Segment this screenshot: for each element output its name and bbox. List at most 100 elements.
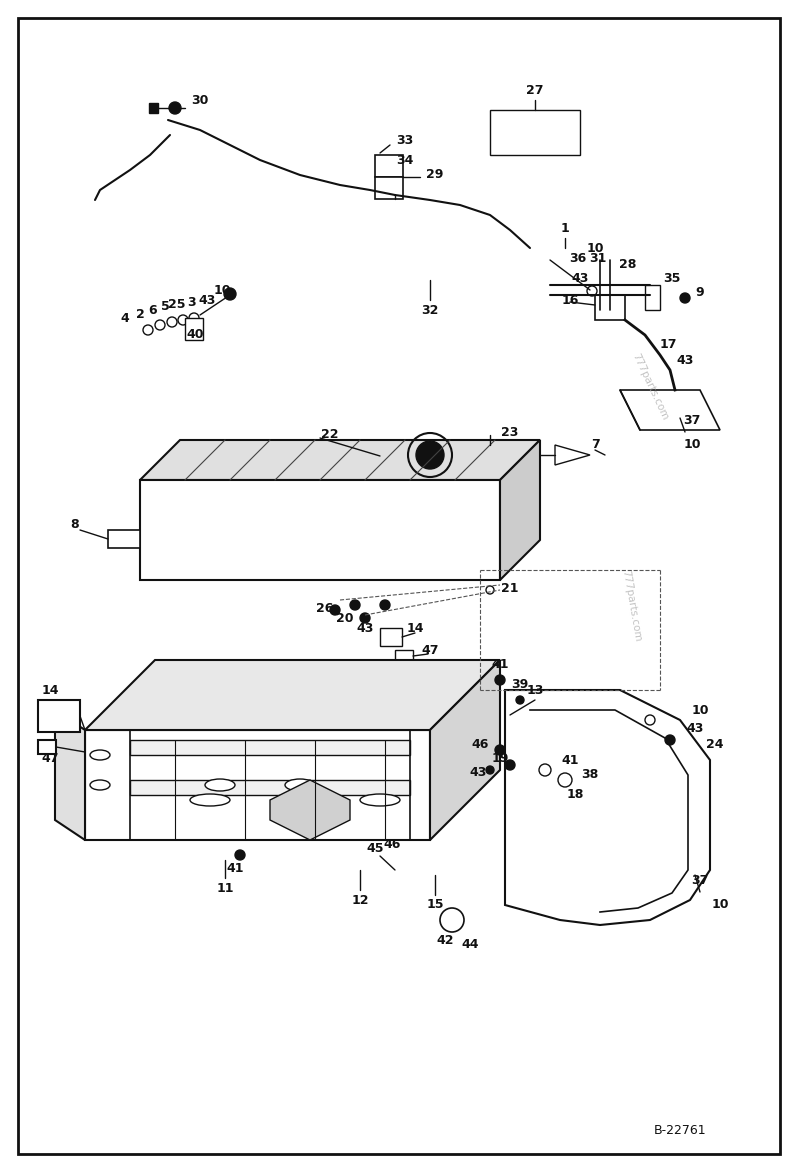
Text: 30: 30 bbox=[191, 94, 209, 107]
Polygon shape bbox=[140, 481, 500, 580]
Text: 5: 5 bbox=[161, 300, 170, 313]
Polygon shape bbox=[505, 690, 710, 925]
Circle shape bbox=[486, 766, 494, 774]
Text: 36: 36 bbox=[570, 252, 586, 265]
Text: 35: 35 bbox=[663, 272, 681, 285]
Text: 37: 37 bbox=[683, 414, 701, 427]
Text: 37: 37 bbox=[691, 873, 709, 886]
Ellipse shape bbox=[360, 793, 400, 806]
Ellipse shape bbox=[90, 750, 110, 759]
Text: 14: 14 bbox=[42, 683, 58, 696]
Polygon shape bbox=[555, 445, 590, 465]
Text: 45: 45 bbox=[366, 841, 384, 854]
Circle shape bbox=[680, 293, 690, 304]
Circle shape bbox=[235, 850, 245, 860]
Text: 21: 21 bbox=[502, 581, 518, 594]
Text: 43: 43 bbox=[356, 621, 374, 634]
Text: 27: 27 bbox=[526, 83, 544, 96]
Text: 14: 14 bbox=[406, 621, 424, 634]
Text: 10: 10 bbox=[214, 284, 230, 297]
Text: 22: 22 bbox=[322, 429, 338, 442]
Bar bbox=[38, 740, 56, 754]
Text: 18: 18 bbox=[566, 789, 584, 802]
Text: 29: 29 bbox=[426, 169, 444, 182]
Text: 44: 44 bbox=[462, 939, 478, 952]
Circle shape bbox=[224, 288, 236, 300]
Text: 31: 31 bbox=[590, 252, 606, 265]
Text: 40: 40 bbox=[186, 328, 204, 341]
Text: 26: 26 bbox=[316, 601, 334, 614]
Text: 12: 12 bbox=[351, 893, 369, 906]
Text: 8: 8 bbox=[70, 518, 79, 531]
Circle shape bbox=[380, 600, 390, 609]
Polygon shape bbox=[85, 730, 430, 840]
Circle shape bbox=[360, 613, 370, 624]
Text: 42: 42 bbox=[436, 934, 454, 947]
Text: 47: 47 bbox=[422, 643, 438, 656]
Circle shape bbox=[516, 696, 524, 704]
Circle shape bbox=[169, 102, 181, 114]
Bar bbox=[595, 295, 625, 320]
Text: 9: 9 bbox=[696, 286, 704, 300]
Text: 3: 3 bbox=[186, 295, 195, 308]
Circle shape bbox=[350, 600, 360, 609]
Bar bbox=[645, 285, 660, 311]
Text: 4: 4 bbox=[121, 312, 130, 325]
Text: 41: 41 bbox=[226, 861, 244, 874]
Polygon shape bbox=[430, 660, 500, 840]
Text: 39: 39 bbox=[511, 679, 529, 691]
Circle shape bbox=[665, 735, 675, 745]
Polygon shape bbox=[500, 440, 540, 580]
Polygon shape bbox=[620, 390, 720, 430]
Text: 19: 19 bbox=[491, 751, 509, 764]
Text: 10: 10 bbox=[691, 703, 709, 716]
Ellipse shape bbox=[90, 781, 110, 790]
Polygon shape bbox=[85, 660, 500, 730]
Text: 46: 46 bbox=[471, 738, 489, 751]
Bar bbox=[185, 318, 203, 340]
Text: 43: 43 bbox=[470, 765, 486, 778]
Text: 28: 28 bbox=[619, 259, 637, 272]
Text: 1: 1 bbox=[561, 222, 570, 234]
Text: 24: 24 bbox=[706, 738, 724, 751]
Polygon shape bbox=[130, 740, 410, 755]
Bar bbox=[375, 177, 403, 199]
Text: 43: 43 bbox=[676, 354, 694, 367]
Text: 23: 23 bbox=[502, 425, 518, 438]
Polygon shape bbox=[270, 781, 350, 840]
Text: 10: 10 bbox=[683, 438, 701, 451]
Circle shape bbox=[416, 441, 444, 469]
Circle shape bbox=[495, 745, 505, 755]
Polygon shape bbox=[130, 781, 410, 795]
Text: 43: 43 bbox=[571, 272, 589, 285]
Ellipse shape bbox=[205, 779, 235, 791]
Text: 46: 46 bbox=[383, 838, 401, 852]
Circle shape bbox=[495, 675, 505, 684]
Text: 17: 17 bbox=[659, 339, 677, 352]
Text: 43: 43 bbox=[198, 293, 216, 307]
Text: B-22761: B-22761 bbox=[654, 1124, 706, 1137]
Text: 2: 2 bbox=[136, 307, 144, 320]
Text: 777parts.com: 777parts.com bbox=[620, 568, 642, 642]
Ellipse shape bbox=[190, 793, 230, 806]
Text: 32: 32 bbox=[422, 304, 438, 316]
Polygon shape bbox=[55, 710, 85, 840]
Text: 16: 16 bbox=[562, 293, 578, 307]
Text: 10: 10 bbox=[711, 899, 729, 912]
Text: 47: 47 bbox=[42, 751, 58, 764]
Polygon shape bbox=[490, 110, 580, 155]
Text: 43: 43 bbox=[686, 722, 704, 735]
Polygon shape bbox=[108, 530, 140, 548]
Bar bbox=[149, 103, 158, 113]
Ellipse shape bbox=[285, 779, 315, 791]
Text: 25: 25 bbox=[168, 298, 186, 311]
Bar bbox=[38, 700, 80, 732]
Bar bbox=[395, 650, 413, 662]
Text: 41: 41 bbox=[491, 659, 509, 672]
Text: 6: 6 bbox=[149, 304, 158, 316]
Text: 10: 10 bbox=[586, 241, 604, 254]
Polygon shape bbox=[140, 440, 540, 481]
Text: 13: 13 bbox=[526, 683, 544, 696]
Bar bbox=[380, 628, 402, 646]
Text: 7: 7 bbox=[590, 438, 599, 451]
